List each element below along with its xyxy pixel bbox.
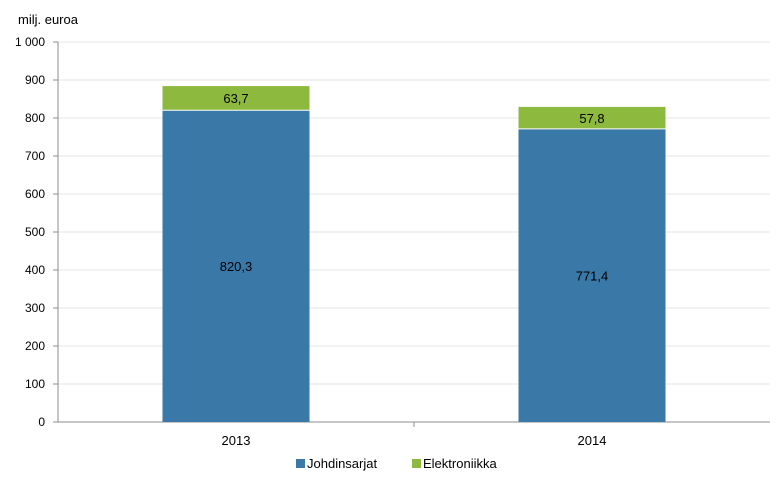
bar-elektroniikka-2013 [162,86,310,111]
y-tick-label: 0 [38,415,45,429]
data-label: 771,4 [576,268,609,283]
x-tick-label: 2013 [222,433,251,448]
x-tick-label: 2014 [578,433,607,448]
y-axis: 0 100 200 300 400 500 600 700 800 900 1 000 [15,35,59,429]
legend-label: Elektroniikka [423,456,497,471]
data-label: 57,8 [579,111,604,126]
bar-elektroniikka-2014 [518,106,666,129]
y-tick-label: 600 [25,187,45,201]
legend-label: Johdinsarjat [307,456,377,471]
y-tick-label: 800 [25,111,45,125]
y-tick-label: 200 [25,339,45,353]
y-tick-label: 900 [25,73,45,87]
legend-swatch [412,459,421,468]
data-label: 820,3 [220,259,253,274]
bar-johdinsarjat-2014 [518,128,666,423]
y-tick-label: 500 [25,225,45,239]
y-axis-unit-label: milj. euroa [18,12,79,27]
x-axis: 2013 2014 [58,421,770,448]
y-tick-label: 100 [25,377,45,391]
legend: Johdinsarjat Elektroniikka [296,456,497,471]
y-tick-label: 400 [25,263,45,277]
data-label: 63,7 [223,91,248,106]
bar-johdinsarjat-2013 [162,110,310,422]
y-tick-label: 700 [25,149,45,163]
bars [162,86,666,423]
y-tick-label: 300 [25,301,45,315]
data-labels: 820,3 63,7 771,4 57,8 [220,91,609,283]
y-tick-label: 1 000 [15,35,45,49]
legend-swatch [296,459,305,468]
